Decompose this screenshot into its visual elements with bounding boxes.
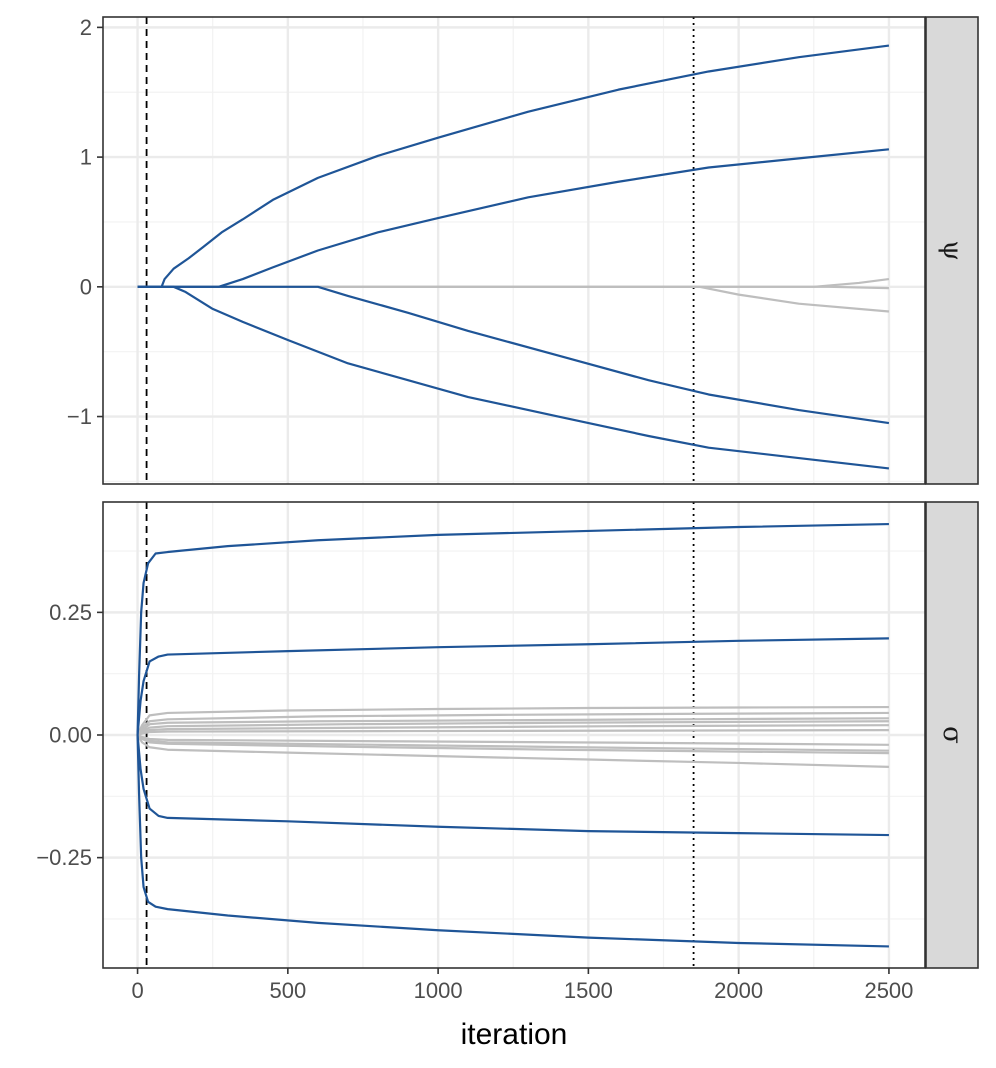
psi-panel-gray-series [137, 277, 890, 313]
sigma-panel-gray-series [136, 705, 889, 768]
x-tick-label: 1000 [414, 978, 463, 1003]
psi-series-line-highlight [137, 285, 890, 470]
sigma-panel: −0.25 0.00 0.25 σ [36, 501, 979, 969]
x-tick-label: 1500 [564, 978, 613, 1003]
psi-y-tick-label: −1 [67, 404, 92, 429]
sigma-series-line-other [136, 711, 889, 736]
psi-panel-blue-series [137, 44, 890, 470]
psi-panel-background [103, 17, 925, 484]
sigma-y-tick-label: 0.00 [49, 723, 92, 748]
psi-series-line-highlight [137, 148, 890, 288]
x-tick-label: 2000 [714, 978, 763, 1003]
psi-panel: −1 0 1 2 ψ [67, 15, 979, 485]
sigma-series-line-other [136, 720, 889, 736]
sigma-series-line-other [136, 734, 889, 755]
psi-panel-reference-lines [145, 17, 695, 484]
x-tick-label: 500 [269, 978, 306, 1003]
psi-y-tick-label: 2 [80, 15, 92, 40]
psi-series-line-highlight [137, 44, 890, 288]
psi-panel-border [102, 16, 926, 485]
sigma-panel-reference-lines [145, 502, 695, 968]
sigma-series-line-highlight [136, 522, 889, 736]
x-tick-label: 0 [131, 978, 143, 1003]
sigma-y-tick-label: −0.25 [36, 845, 92, 870]
psi-y-tick-label: 0 [80, 274, 92, 299]
sigma-strip-label: σ [937, 726, 967, 744]
psi-strip [925, 16, 979, 485]
psi-y-tick-label: 1 [80, 145, 92, 170]
x-axis-title: iteration [461, 1018, 568, 1051]
psi-series-line-highlight [137, 285, 890, 425]
psi-panel-y-axis: −1 0 1 2 [67, 15, 103, 429]
sigma-series-line-highlight [136, 734, 889, 837]
sigma-series-line-other [136, 717, 889, 736]
sigma-series-line-other [136, 705, 889, 736]
psi-strip-label: ψ [937, 240, 967, 260]
sigma-panel-blue-series [136, 522, 889, 948]
x-axis: 0 500 1000 1500 2000 2500 [131, 968, 913, 1003]
sigma-y-tick-label: 0.25 [49, 600, 92, 625]
sigma-series-line-highlight [136, 637, 889, 736]
x-tick-label: 2500 [864, 978, 913, 1003]
psi-series-line-other [137, 285, 889, 290]
sigma-series-line-other [137, 728, 889, 737]
sigma-strip [925, 501, 979, 969]
sigma-panel-y-axis: −0.25 0.00 0.25 [36, 600, 103, 870]
sigma-series-line-highlight [136, 734, 889, 948]
sigma-series-line-other [136, 734, 889, 768]
